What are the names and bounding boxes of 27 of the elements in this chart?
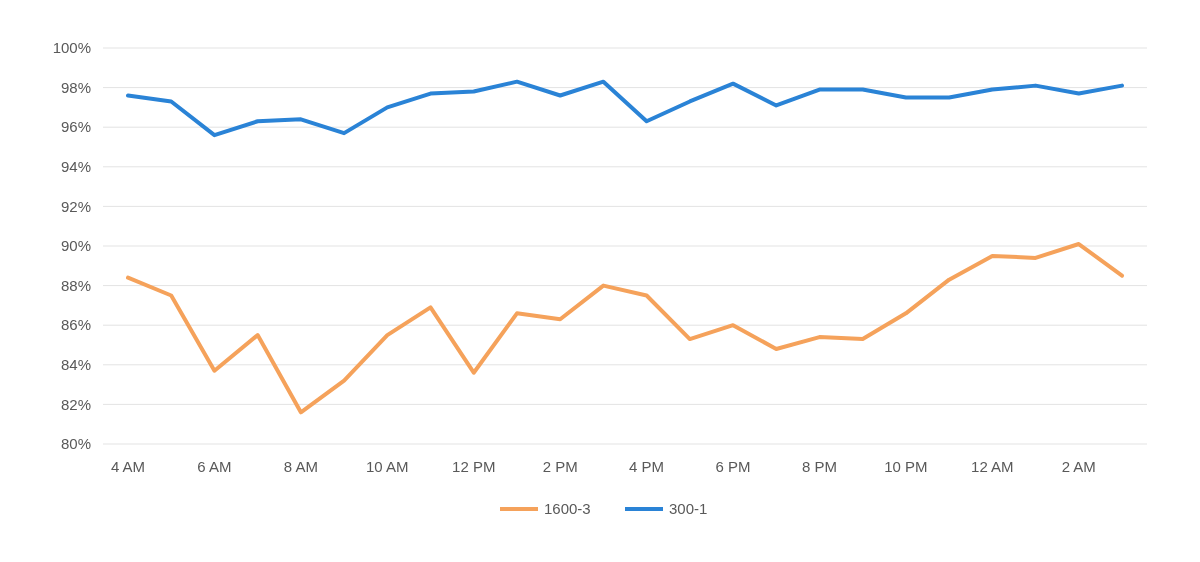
y-tick-label: 92% <box>60 197 91 215</box>
x-tick-label: 8 PM <box>801 458 837 475</box>
line-series <box>126 79 1124 138</box>
legend-label: 1600-3 <box>544 500 591 518</box>
x-tick-label: 10 AM <box>366 458 409 475</box>
y-tick-label: 96% <box>60 118 91 136</box>
x-tick-label: 8 AM <box>283 458 318 475</box>
y-tick-label: 90% <box>60 237 91 255</box>
y-tick-label: 84% <box>60 356 91 374</box>
legend-label: 300-1 <box>669 500 708 518</box>
x-tick-label: 10 PM <box>884 458 928 475</box>
y-tick-label: 82% <box>60 395 91 413</box>
line-series <box>126 242 1124 415</box>
y-tick-label: 88% <box>60 276 91 294</box>
y-tick-label: 94% <box>60 158 91 176</box>
x-tick-label: 12 PM <box>452 458 496 475</box>
y-tick-label: 80% <box>60 435 91 453</box>
x-tick-label: 6 AM <box>197 458 232 475</box>
y-tick-label: 98% <box>60 78 91 96</box>
y-tick-label: 100% <box>52 39 91 57</box>
x-tick-label: 2 AM <box>1061 458 1096 475</box>
x-tick-label: 2 PM <box>542 458 578 475</box>
x-tick-label: 6 PM <box>715 458 751 475</box>
x-tick-label: 4 PM <box>629 458 665 475</box>
y-tick-label: 86% <box>60 316 91 334</box>
x-tick-label: 12 AM <box>971 458 1014 475</box>
x-tick-label: 4 AM <box>110 458 146 475</box>
